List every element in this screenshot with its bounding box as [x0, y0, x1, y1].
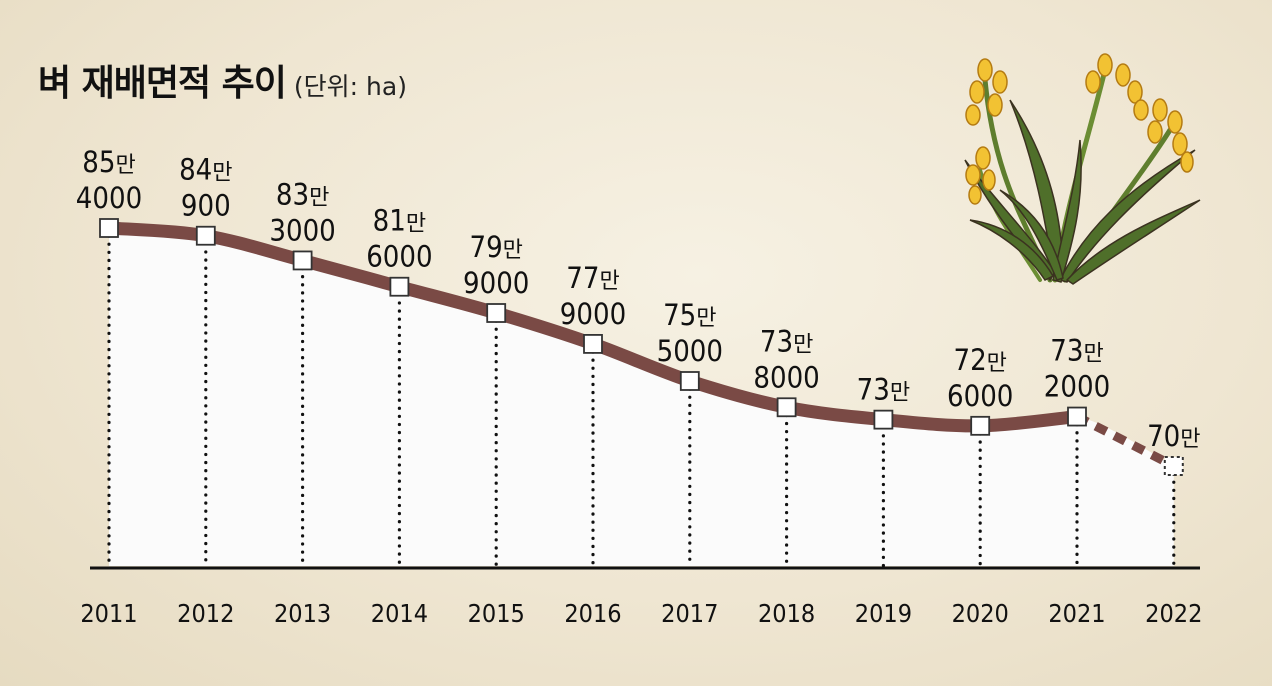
- data-label: 6000: [366, 240, 432, 274]
- data-point-marker: [292, 250, 313, 271]
- data-label: 3000: [269, 213, 335, 247]
- data-label: 73만: [760, 324, 813, 358]
- x-tick-label: 2015: [468, 599, 525, 628]
- data-point-marker: [389, 276, 410, 297]
- data-point-marker: [970, 415, 991, 436]
- data-point-marker: [486, 303, 507, 323]
- tick-labels-layer: 2011 2012 2013 2014 2015 2016 2017 2018 2019 2020…: [80, 599, 1202, 628]
- x-tick-label: 2013: [274, 599, 331, 628]
- data-label: 73만: [857, 373, 910, 407]
- data-label: 9000: [463, 266, 529, 300]
- rice-plant-icon: [964, 53, 1201, 285]
- x-tick-label: 2021: [1048, 599, 1105, 628]
- data-label: 79만: [469, 230, 522, 264]
- unit-label: (단위: ha): [293, 72, 407, 101]
- x-tick-label: 2011: [80, 599, 137, 628]
- data-point-marker: [195, 225, 216, 246]
- data-label: 84만: [179, 153, 232, 187]
- x-tick-label: 2019: [855, 599, 912, 628]
- area-fill: [109, 228, 1174, 566]
- data-point-marker: [1067, 406, 1087, 427]
- data-point-marker: [679, 371, 700, 391]
- data-label: 70만: [1147, 419, 1200, 453]
- data-label: 72만: [953, 343, 1006, 377]
- data-point-marker: [1163, 456, 1184, 476]
- data-point-marker: [99, 218, 119, 238]
- markers-layer: [99, 218, 1184, 476]
- data-label: 6000: [947, 379, 1013, 413]
- data-label: 77만: [566, 261, 619, 295]
- x-tick-label: 2022: [1145, 599, 1202, 628]
- data-point-marker: [776, 397, 797, 418]
- x-tick-label: 2016: [564, 599, 621, 628]
- data-label: 4000: [76, 181, 142, 215]
- data-label: 81만: [373, 204, 426, 238]
- x-tick-label: 2014: [371, 599, 428, 628]
- x-tick-label: 2018: [758, 599, 815, 628]
- data-label: 900: [181, 189, 231, 223]
- x-tick-label: 2020: [952, 599, 1009, 628]
- x-tick-label: 2017: [661, 599, 718, 628]
- x-tick-label: 2012: [177, 599, 234, 628]
- chart-title-group: 벼 재배면적 추이 (단위: ha): [38, 54, 407, 106]
- data-label: 5000: [657, 334, 723, 368]
- data-point-marker: [873, 409, 894, 430]
- data-label: 9000: [560, 297, 626, 331]
- data-label: 75만: [663, 298, 716, 332]
- data-label: 2000: [1044, 370, 1110, 404]
- area-fill-layer: [109, 228, 1174, 566]
- data-label: 85만: [82, 145, 135, 179]
- data-point-marker: [583, 334, 603, 354]
- data-label: 73만: [1050, 334, 1103, 368]
- drop-lines-layer: [107, 226, 1176, 568]
- chart-title: 벼 재배면적 추이: [38, 63, 287, 104]
- data-label: 83만: [276, 177, 329, 211]
- data-label: 8000: [753, 360, 819, 394]
